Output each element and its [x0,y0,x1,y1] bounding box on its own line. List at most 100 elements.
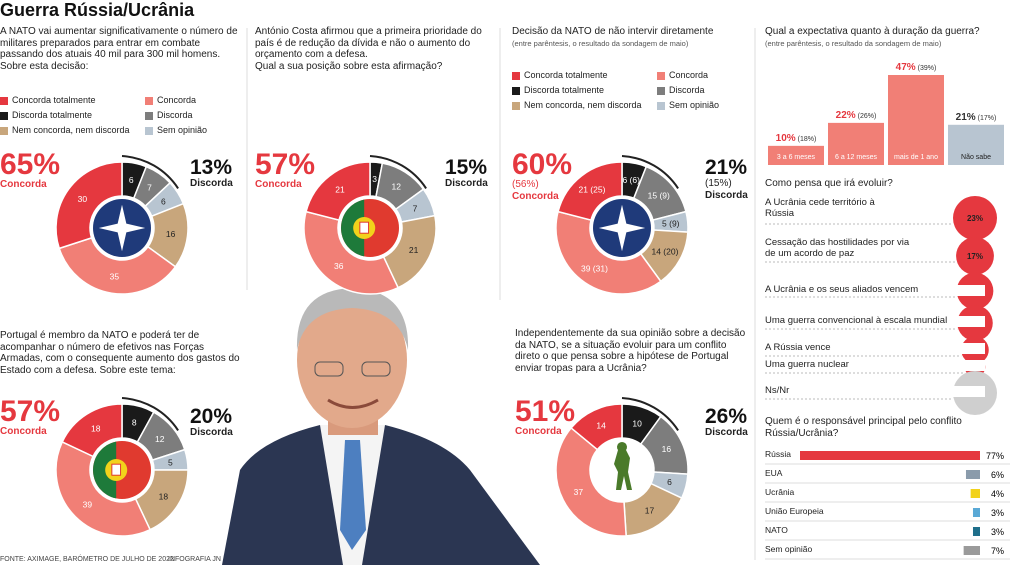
icon [92,441,117,499]
hbar-value: 3% [991,527,1004,537]
icon [614,442,632,490]
disagree-text: Discorda [190,427,233,438]
bar-previous: (39%) [918,65,937,72]
segment-label: 30 [78,194,88,204]
disagree-value: 13% [190,156,233,179]
icon [359,221,370,234]
agree-value: 65% [0,148,61,181]
bar-previous: (26%) [858,113,877,120]
hbar-value: 6% [991,470,1004,480]
bar [768,145,824,165]
bar-category: mais de 1 ano [894,154,938,161]
hbar [972,508,980,517]
legend-label: Discorda [157,110,193,120]
question: A NATO vai aumentar significativamente o… [0,26,238,60]
donut-segment [570,403,623,451]
donut-segment [557,161,623,221]
question: Portugal é membro da NATO e poderá ter d… [0,330,240,376]
bar-value-label: 21% (17%) [956,112,997,123]
segment-label: 12 [392,182,402,192]
hbar-value: 4% [991,489,1004,499]
segment-label: 16 [166,229,176,239]
credit: INFOGRAFIA JN [168,556,221,563]
hbar [972,527,980,536]
bar [828,122,884,165]
hbar [963,546,980,555]
bar-value: 10% [776,133,796,144]
bubble [956,237,994,275]
segment-label: 35 [110,271,120,281]
legend-swatch [0,97,8,105]
segment-label: 12 [155,434,165,444]
segment-label: 39 [83,500,93,510]
donut-segment [305,161,371,221]
donut-segment [303,210,400,295]
hbar [965,470,980,479]
legend-label: Sem opinião [669,100,720,110]
agree-value: 60% [512,148,573,181]
subtitle: (entre parêntesis, o resultado da sondag… [765,39,942,48]
legend-swatch [657,72,665,80]
donut-segment [555,210,662,295]
page-title: Guerra Rússia/Ucrânia [0,0,195,20]
disagree-text: Discorda [705,427,748,438]
question: Como pensa que irá evoluir? [765,178,893,189]
icon [111,463,122,476]
bar-value: 47% [896,62,916,73]
legend-label: Discorda totalmente [524,85,605,95]
bar-category: 6 a 12 meses [835,154,878,161]
legend-swatch [657,102,665,110]
icon [598,204,646,252]
bubble-category: Uma guerra nuclear [765,359,985,371]
hbar-category: EUA [765,468,783,478]
segment-label: 37 [574,487,584,497]
segment-label: 16 [662,444,672,454]
bar-value-label: 22% (26%) [836,110,877,121]
segment-label: 6 [161,197,166,207]
donut-segment [55,440,152,537]
segment-label: 21 (25) [578,184,605,194]
disagree-value: 26% [705,405,748,428]
discorda-arc [121,155,179,189]
donut-segment [555,426,627,537]
segment-label: 21 [409,245,419,255]
disagree-text: Discorda [445,178,488,189]
agree-value: 57% [0,395,61,428]
legend-label: Concorda [157,95,197,105]
legend-swatch [145,97,153,105]
subtitle: (entre parêntesis, o resultado da sondag… [512,39,689,48]
segment-label: 7 [413,204,418,214]
hbar-value: 77% [986,451,1004,461]
question: Sobre esta decisão: [0,61,89,72]
icon [340,199,365,257]
question: Decisão da NATO de não intervir diretame… [512,26,714,37]
portrait [222,288,540,565]
legend-swatch [0,127,8,135]
hbar-category: NATO [765,525,788,535]
agree-text: Concorda [255,179,302,190]
disagree-value: 15% [445,156,488,179]
bubble-category: A Rússia vence [765,342,985,354]
discorda-arc [369,155,427,189]
question: Qual a sua posição sobre esta afirmação? [255,61,443,72]
segment-label: 6 [667,477,672,487]
question: Quem é o responsável principal pelo conf… [765,416,962,439]
segment-label: 39 (31) [581,264,608,274]
bubble-label: 23% [967,214,983,223]
donut-segment [61,403,123,458]
segment-label: 6 (6) [622,175,640,185]
agree-text: Concorda [515,426,562,437]
segment-label: 5 (9) [662,218,680,228]
hbar-category: União Europeia [765,506,824,516]
agree-value: 51% [515,395,576,428]
disagree-previous: (15%) [705,178,732,189]
legend-label: Discorda [669,85,705,95]
bubble-category: A Ucrânia e os seus aliados vencem [765,284,985,296]
agree-previous: (56%) [512,179,539,190]
disagree-text: Discorda [190,178,233,189]
segment-label: 7 [147,182,152,192]
agree-text: Concorda [0,179,47,190]
segment-label: 14 (20) [651,247,678,257]
legend-label: Nem concorda, nem discorda [524,100,642,110]
